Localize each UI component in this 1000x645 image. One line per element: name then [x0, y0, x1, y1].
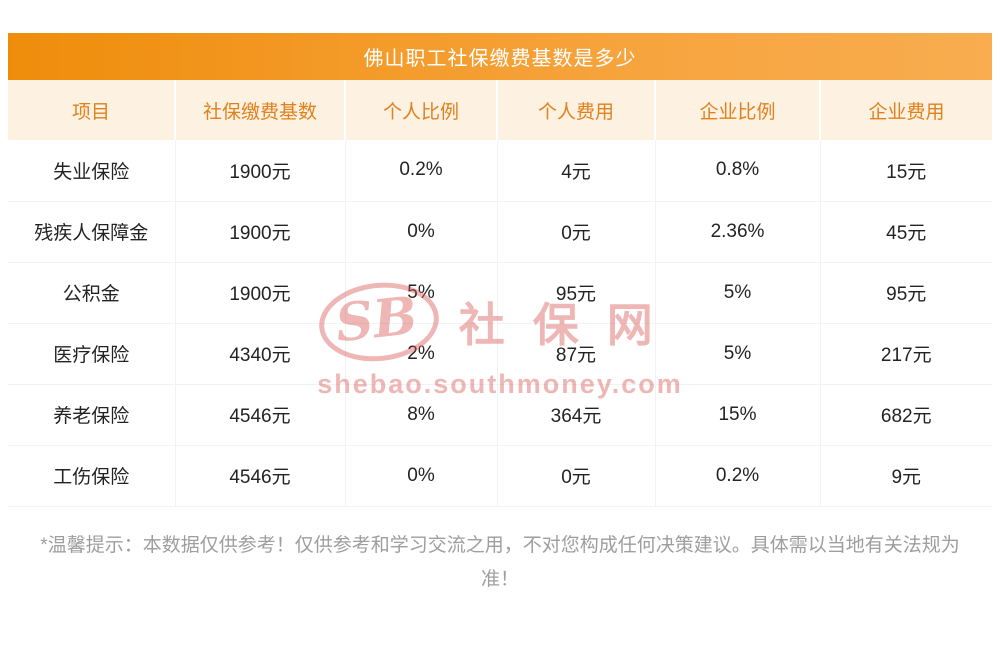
table-cell: 9元	[820, 445, 992, 507]
table-cell: 2%	[345, 323, 498, 385]
page: 佛山职工社保缴费基数是多少 项目 社保缴费基数 个人比例 个人费用 企业比例 企…	[0, 33, 1000, 645]
table-row: 养老保险 4546元 8% 364元 15% 682元	[8, 384, 992, 446]
table-cell: 养老保险	[8, 384, 176, 446]
table-row: 工伤保险 4546元 0% 0元 0.2% 9元	[8, 445, 992, 507]
table-cell: 4546元	[175, 384, 346, 446]
table-cell: 5%	[655, 262, 821, 324]
table-cell: 0%	[345, 445, 498, 507]
table-cell: 217元	[820, 323, 992, 385]
table-cell: 0.2%	[655, 445, 821, 507]
table-cell: 0元	[497, 201, 656, 263]
table-row: 医疗保险 4340元 2% 87元 5% 217元	[8, 323, 992, 385]
table-header-row: 项目 社保缴费基数 个人比例 个人费用 企业比例 企业费用	[8, 80, 992, 140]
table-cell: 5%	[345, 262, 498, 324]
table-row: 残疾人保障金 1900元 0% 0元 2.36% 45元	[8, 201, 992, 263]
table-cell: 95元	[497, 262, 656, 324]
table-cell: 87元	[497, 323, 656, 385]
social-security-table: 项目 社保缴费基数 个人比例 个人费用 企业比例 企业费用 失业保险 1900元…	[8, 80, 992, 507]
column-header: 企业费用	[820, 80, 992, 140]
table-row: 失业保险 1900元 0.2% 4元 0.8% 15元	[8, 140, 992, 202]
table-cell: 0.8%	[655, 140, 821, 202]
table-cell: 1900元	[175, 140, 346, 202]
column-header: 企业比例	[655, 80, 821, 140]
table-cell: 公积金	[8, 262, 176, 324]
table-cell: 5%	[655, 323, 821, 385]
table-cell: 45元	[820, 201, 992, 263]
table-cell: 364元	[497, 384, 656, 446]
column-header: 个人费用	[497, 80, 656, 140]
table-cell: 0.2%	[345, 140, 498, 202]
table-cell: 1900元	[175, 262, 346, 324]
table-cell: 4546元	[175, 445, 346, 507]
column-header: 项目	[8, 80, 176, 140]
table-cell: 4元	[497, 140, 656, 202]
table-cell: 15元	[820, 140, 992, 202]
title-bar: 佛山职工社保缴费基数是多少	[8, 33, 992, 80]
table-cell: 682元	[820, 384, 992, 446]
table-cell: 2.36%	[655, 201, 821, 263]
column-header: 个人比例	[345, 80, 498, 140]
table-cell: 0%	[345, 201, 498, 263]
table-cell: 失业保险	[8, 140, 176, 202]
table-cell: 1900元	[175, 201, 346, 263]
table-cell: 15%	[655, 384, 821, 446]
table-cell: 4340元	[175, 323, 346, 385]
table-cell: 95元	[820, 262, 992, 324]
column-header: 社保缴费基数	[175, 80, 346, 140]
table-cell: 8%	[345, 384, 498, 446]
table-cell: 医疗保险	[8, 323, 176, 385]
table-cell: 0元	[497, 445, 656, 507]
disclaimer-note: *温馨提示：本数据仅供参考！仅供参考和学习交流之用，不对您构成任何决策建议。具体…	[40, 534, 960, 590]
table-cell: 工伤保险	[8, 445, 176, 507]
table-row: 公积金 1900元 5% 95元 5% 95元	[8, 262, 992, 324]
table-cell: 残疾人保障金	[8, 201, 176, 263]
page-title: 佛山职工社保缴费基数是多少	[363, 48, 637, 70]
